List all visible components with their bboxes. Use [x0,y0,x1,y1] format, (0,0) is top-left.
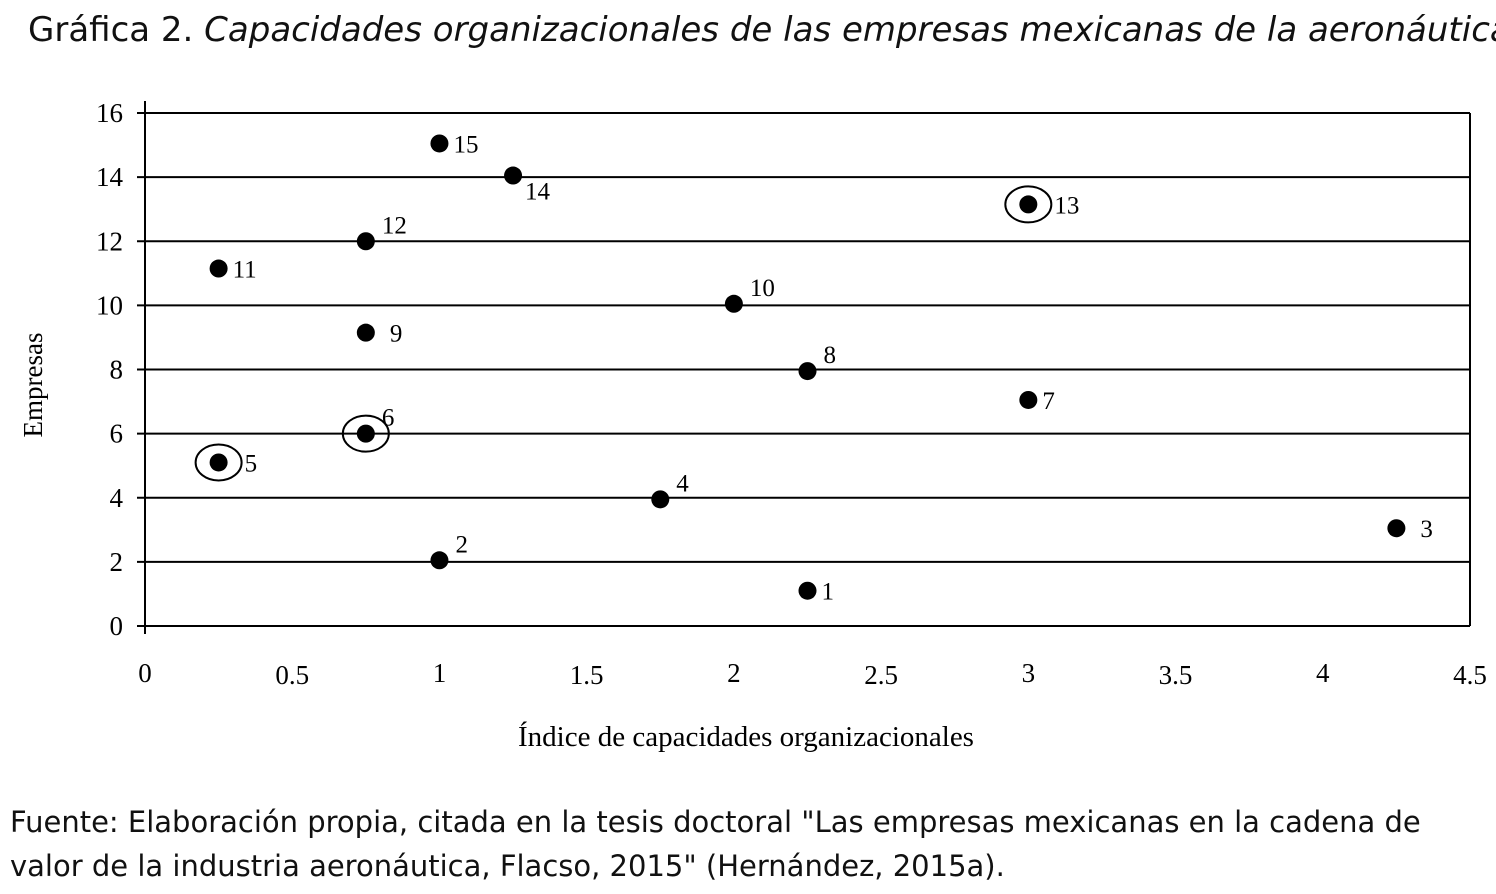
point-marker [430,551,449,570]
title-prefix: Gráfica 2. [28,10,194,50]
data-point-3: 3 [1387,516,1433,543]
data-point-6: 6 [341,405,395,453]
point-marker [209,259,228,278]
point-label: 14 [525,179,551,206]
y-tick-label: 6 [110,419,124,449]
data-point-1: 1 [798,579,835,606]
grid-lines [145,112,1470,563]
x-tick-label: 1 [433,658,447,688]
title-text: Capacidades organizacionales de las empr… [204,10,1496,50]
data-point-15: 15 [430,131,478,158]
x-tick-label: 4.5 [1453,660,1487,690]
point-marker [651,490,670,509]
chart-title: Gráfica 2. Capacidades organizacionales … [28,10,1496,50]
point-marker [430,134,449,153]
point-marker [1019,390,1038,409]
data-point-12: 12 [356,212,407,251]
x-tick-label: 3 [1022,658,1036,688]
y-tick-label: 16 [96,98,123,128]
x-tick-label: 1.5 [570,660,604,690]
data-point-7: 7 [1019,388,1055,415]
y-tick-label: 8 [110,355,124,385]
data-point-9: 9 [356,321,403,348]
point-marker [798,581,817,600]
point-marker [1387,519,1406,538]
highlight-ring [1004,185,1053,224]
point-label: 11 [233,257,257,284]
point-marker [356,323,375,342]
point-label: 15 [453,131,478,158]
point-marker [504,166,523,185]
point-label: 2 [455,531,468,558]
y-axis-label: Empresas [18,333,48,438]
data-point-11: 11 [209,257,257,284]
data-point-5: 5 [194,443,258,482]
y-tick-label: 14 [96,162,124,192]
point-marker [356,424,375,443]
y-tick-label: 4 [110,483,124,513]
y-tick-label: 0 [110,611,124,641]
point-label: 3 [1420,516,1433,543]
y-tick-label: 10 [96,290,123,320]
x-tick-label: 4 [1316,658,1330,688]
data-point-13: 13 [1004,185,1079,224]
data-point-10: 10 [724,275,775,313]
data-point-8: 8 [798,342,837,381]
point-label: 10 [750,275,775,302]
point-label: 13 [1054,192,1079,219]
x-tick-label: 3.5 [1159,660,1193,690]
x-axis-label: Índice de capacidades organizacionales [518,720,974,753]
point-marker [798,362,817,381]
y-tick-label: 2 [110,547,124,577]
point-label: 1 [822,579,835,606]
x-tick-label: 2.5 [864,660,898,690]
point-marker [724,294,743,313]
point-label: 6 [382,405,395,432]
axes [137,101,1471,634]
point-marker [1019,195,1038,214]
point-label: 5 [245,450,258,477]
x-tick-label: 0 [138,658,152,688]
source-note: Fuente: Elaboración propia, citada en la… [10,805,1421,883]
point-label: 8 [824,342,837,369]
data-point-4: 4 [651,470,689,509]
data-point-14: 14 [504,166,551,206]
point-marker [356,232,375,251]
point-label: 9 [390,321,403,348]
y-tick-labels: 0 2 4 6 8 10 12 14 16 [96,98,124,641]
y-tick-label: 12 [96,226,123,256]
x-tick-label: 2 [727,658,741,688]
point-label: 4 [676,470,689,497]
point-label: 12 [382,212,407,239]
data-point-2: 2 [430,531,468,570]
highlight-ring [194,443,243,482]
point-label: 7 [1042,388,1055,415]
point-marker [209,453,228,472]
x-tick-label: 0.5 [275,660,309,690]
highlight-ring [341,414,390,453]
x-tick-labels: 0 0.5 1 1.5 2 2.5 3 3.5 4 4.5 [138,658,1487,690]
